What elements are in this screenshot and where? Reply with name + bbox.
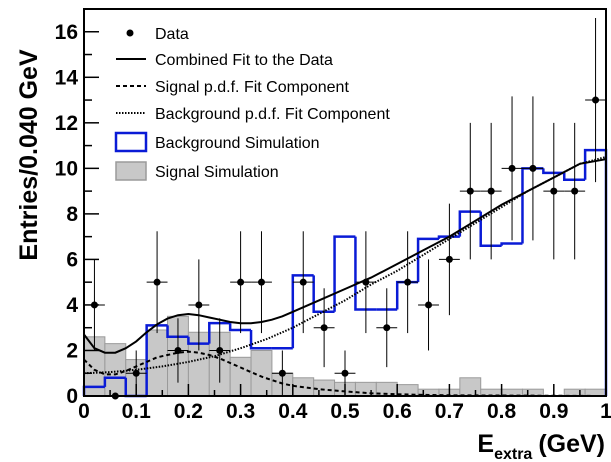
data-point (216, 346, 224, 354)
x-tick-label: 1 (600, 400, 611, 423)
signal-fit-curve (83, 350, 607, 397)
data-point (592, 96, 600, 104)
data-point (132, 369, 140, 377)
signal-simulation-bin (146, 329, 169, 397)
background-simulation-bin (228, 323, 252, 332)
background-simulation-bin (416, 237, 439, 283)
data-point (529, 164, 537, 172)
plot-area: 0 0.1 0.2 0.3 0.4 0.5 0.6 0.7 0.8 0.9 102468101214… (55, 8, 611, 423)
data-point (195, 301, 203, 309)
background-simulation-bin (562, 172, 586, 181)
legend-label-signal-simulation: Signal Simulation (155, 164, 279, 181)
y-tick-label: 0 (66, 385, 78, 408)
x-tick-label: 0 (78, 400, 90, 423)
x-axis-title: Eextra (GeV) (477, 430, 605, 462)
data-point (153, 278, 161, 286)
data-point (257, 278, 265, 286)
background-simulation-bin (500, 242, 523, 246)
data-point (174, 346, 182, 354)
legend-label-background-fit: Background p.d.f. Fit Component (155, 106, 390, 123)
data-point (445, 255, 453, 263)
background-simulation-bin (312, 275, 335, 314)
legend: Data Combined Fit to the Data Signal p.d… (114, 26, 390, 181)
data-points-layer (84, 17, 606, 400)
data-point (508, 164, 516, 172)
data-point (278, 369, 286, 377)
data-point (299, 278, 307, 286)
data-point (237, 278, 245, 286)
legend-label-combined-fit: Combined Fit to the Data (155, 52, 333, 69)
x-axis-title-subscript: extra (494, 446, 532, 462)
legend-data-marker (126, 29, 134, 37)
x-tick-label: 0.8 (487, 400, 517, 423)
y-tick-label: 4 (66, 294, 78, 317)
y-tick-label: 16 (55, 21, 78, 44)
background-simulation-bin (249, 329, 272, 350)
y-tick-label: 6 (66, 248, 78, 271)
data-point (425, 301, 433, 309)
y-tick-label: 10 (55, 157, 78, 180)
fit-curves-layer (83, 156, 607, 397)
data-point (487, 187, 495, 195)
data-point (404, 278, 412, 286)
x-tick-label: 0.1 (122, 400, 152, 423)
background-simulation-bin (208, 321, 231, 344)
x-tick-label: 0.4 (278, 400, 308, 423)
y-tick-label: 14 (55, 66, 79, 89)
combined-fit-curve (83, 158, 607, 354)
background-simulation-bin (291, 274, 314, 349)
x-tick-label: 0.2 (174, 400, 203, 423)
y-axis-title: Entries/0.040 GeV (15, 49, 43, 261)
data-point (362, 278, 370, 286)
background-simulation-bin (458, 210, 481, 237)
legend-signal-simulation-box (115, 161, 147, 181)
x-tick-label: 0.5 (330, 400, 360, 423)
x-tick-label: 0.7 (435, 400, 464, 423)
x-tick-label: 0.9 (539, 400, 568, 423)
background-simulation-bin (187, 336, 210, 345)
y-tick-label: 12 (55, 112, 78, 135)
legend-label-data: Data (155, 26, 189, 43)
data-point (466, 187, 474, 195)
data-point (571, 187, 579, 195)
background-simulation-bin (583, 148, 608, 396)
background-simulation-bin (333, 235, 356, 312)
legend-background-simulation-box (114, 131, 148, 153)
y-tick-label: 8 (66, 203, 78, 226)
signal-simulation-bin (104, 343, 127, 397)
background-simulation-bin (103, 376, 126, 387)
legend-label-signal-fit: Signal p.d.f. Fit Component (155, 79, 349, 96)
background-simulation-bin (542, 168, 565, 175)
background-fit-curve (83, 156, 607, 375)
x-axis-title-main: E (477, 430, 494, 458)
background-simulation-bin (145, 324, 168, 396)
signal-simulation-bin (459, 377, 482, 397)
background-simulation-bin (166, 325, 189, 339)
data-point (383, 324, 391, 332)
axis-ticks: 0 0.1 0.2 0.3 0.4 0.5 0.6 0.7 0.8 0.9 102468101214… (55, 21, 611, 423)
data-point (341, 369, 349, 377)
x-tick-label: 0.6 (383, 400, 412, 423)
x-axis-title-unit: (GeV) (538, 430, 605, 458)
x-tick-label: 0.3 (226, 400, 255, 423)
y-tick-label: 2 (66, 339, 78, 362)
background-simulation-bin (354, 236, 377, 311)
background-simulation-bin (479, 211, 502, 248)
data-point (320, 324, 328, 332)
legend-label-background-simulation: Background Simulation (155, 135, 320, 152)
data-point (550, 187, 558, 195)
